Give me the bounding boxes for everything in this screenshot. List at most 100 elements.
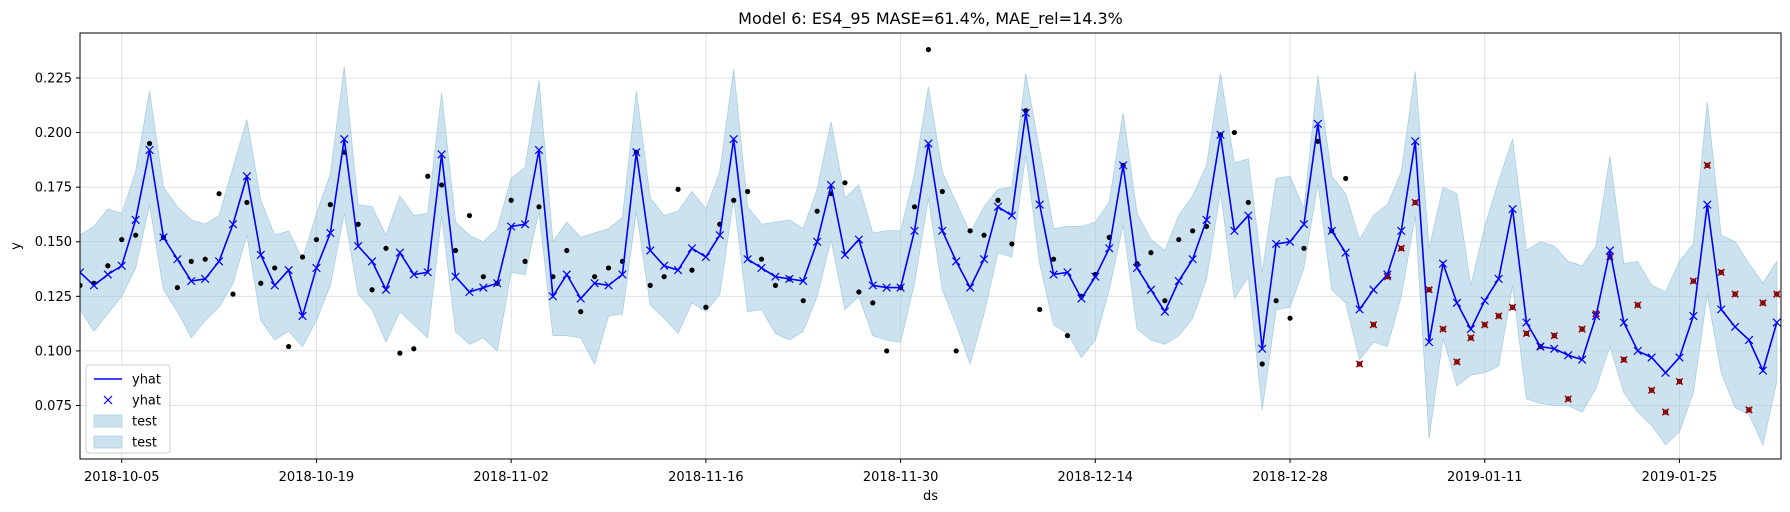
yhat-marker <box>924 139 933 148</box>
yhat-marker <box>812 237 822 246</box>
yhat-marker <box>1383 270 1392 279</box>
yhat-marker <box>1522 318 1531 327</box>
yhat-marker <box>1772 318 1781 327</box>
test-marker <box>1467 334 1475 342</box>
yhat-marker <box>1355 305 1364 314</box>
actual-point <box>480 274 486 280</box>
yhat-marker <box>1104 244 1114 253</box>
yhat-marker <box>200 274 210 284</box>
actual-point <box>146 140 153 147</box>
yhat-marker <box>1591 311 1601 321</box>
yhat-marker <box>910 226 919 236</box>
legend-label: yhat <box>132 373 161 388</box>
actual-point <box>731 197 737 203</box>
plot-content <box>80 46 1781 447</box>
yhat-marker <box>534 145 544 155</box>
actual-point <box>758 256 765 262</box>
actual-point <box>856 289 862 295</box>
yhat-marker <box>1369 285 1378 295</box>
yhat-marker <box>340 134 349 144</box>
actual-point <box>439 182 445 188</box>
y-tick-label: 0.150 <box>35 235 72 250</box>
actual-point <box>1050 256 1057 262</box>
actual-point <box>355 221 361 227</box>
test-marker <box>1369 320 1378 329</box>
yhat-marker <box>562 270 572 279</box>
actual-point <box>1148 250 1154 256</box>
test-marker <box>1759 299 1767 307</box>
yhat-marker <box>1494 274 1503 284</box>
yhat-marker <box>1327 226 1336 236</box>
yhat-marker <box>395 248 405 257</box>
yhat-marker <box>854 235 864 244</box>
actual-point <box>216 191 222 197</box>
yhat-marker <box>1397 226 1406 236</box>
actual-point <box>967 228 973 234</box>
yhat-marker <box>117 261 126 270</box>
actual-point <box>133 232 139 238</box>
x-tick-label: 2018-10-05 <box>84 470 160 485</box>
yhat-marker <box>1605 246 1615 255</box>
yhat-marker <box>465 287 474 297</box>
yhat-marker <box>353 241 363 251</box>
yhat-marker <box>80 268 85 277</box>
test-marker <box>1411 198 1419 207</box>
yhat-marker <box>618 270 627 279</box>
actual-point <box>578 309 584 315</box>
actual-point <box>80 282 83 289</box>
test-marker <box>1731 290 1739 298</box>
yhat-marker <box>1091 272 1100 281</box>
actual-point <box>536 204 542 210</box>
actual-point <box>286 343 292 350</box>
legend-band-handle <box>93 435 123 449</box>
yhat-marker <box>1758 366 1768 375</box>
actual-point <box>647 282 653 289</box>
yhat-marker <box>256 250 266 260</box>
test-marker <box>1703 161 1712 170</box>
test-marker <box>1522 329 1531 338</box>
yhat-marker <box>979 254 989 264</box>
yhat-marker <box>799 276 808 286</box>
legend-box <box>85 364 171 454</box>
test-marker <box>1480 320 1489 329</box>
test-marker <box>1355 360 1364 368</box>
actual-point <box>1162 298 1168 304</box>
actual-point <box>1231 129 1237 136</box>
plot-frame <box>79 32 1782 460</box>
yhat-marker <box>89 281 99 290</box>
actual-point <box>383 245 389 251</box>
test-marker <box>1689 277 1698 285</box>
yhat-marker <box>840 250 850 260</box>
yhat-marker <box>687 244 697 253</box>
actual-point <box>119 236 125 243</box>
y-axis-label: y <box>9 242 24 250</box>
legend-marker-handle <box>103 395 113 405</box>
test-marker <box>1773 290 1781 298</box>
actual-point <box>202 256 208 262</box>
yhat-marker <box>1480 296 1489 305</box>
x-axis: 2018-10-05 2018-10-19 2018-11-02 2018-11-16… <box>84 459 1717 485</box>
yhat-marker <box>1619 318 1629 327</box>
actual-point <box>327 202 333 208</box>
yhat-marker <box>131 215 140 225</box>
x-tick-label: 2018-11-16 <box>668 470 744 485</box>
yhat-marker <box>173 254 182 264</box>
actual-point <box>564 247 570 254</box>
yhat-marker <box>228 220 238 229</box>
actual-point <box>1245 199 1251 206</box>
yhat-marker <box>187 276 196 286</box>
yhat-marker <box>284 265 293 275</box>
actual-point <box>870 300 876 306</box>
yhat-marker <box>1257 344 1267 353</box>
yhat-marker <box>590 279 599 288</box>
yhat-marker <box>367 257 377 266</box>
yhat-marker <box>757 263 766 273</box>
yhat-marker <box>1035 200 1044 209</box>
actual-point <box>925 46 932 53</box>
yhat-marker <box>520 220 530 229</box>
yhat-marker <box>270 281 279 290</box>
test-marker <box>1717 268 1725 277</box>
yhat-marker <box>1716 305 1726 314</box>
actual-point <box>800 298 806 304</box>
actual-point <box>1037 306 1043 313</box>
